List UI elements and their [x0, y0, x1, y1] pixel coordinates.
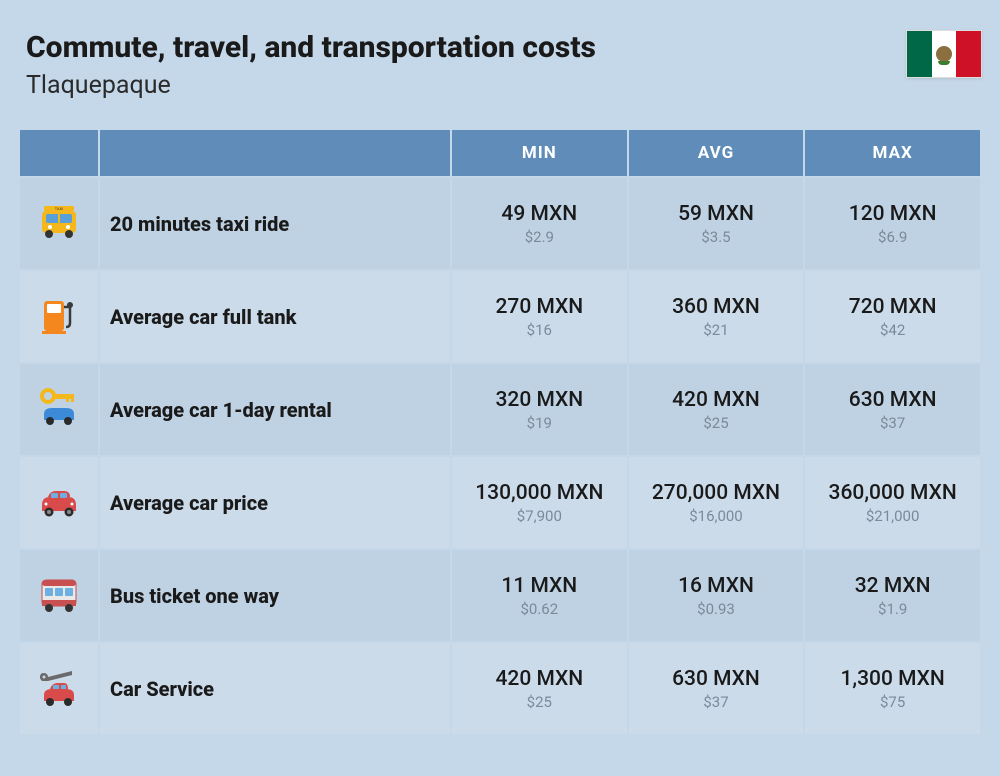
value-mxn: 270,000 MXN: [629, 481, 804, 505]
header-avg: AVG: [629, 130, 804, 176]
value-mxn: 360 MXN: [629, 295, 804, 319]
value-usd: $75: [805, 693, 980, 711]
car-icon: [20, 457, 98, 548]
value-mxn: 360,000 MXN: [805, 481, 980, 505]
cell-max: 32 MXN $1.9: [805, 550, 980, 641]
wrench-car-icon: [20, 643, 98, 734]
table-header-row: MIN AVG MAX: [20, 130, 980, 176]
value-mxn: 32 MXN: [805, 574, 980, 598]
value-usd: $16: [452, 321, 627, 339]
cell-avg: 360 MXN $21: [629, 271, 804, 362]
fuel-pump-icon: [20, 271, 98, 362]
cell-max: 120 MXN $6.9: [805, 178, 980, 269]
cell-min: 320 MXN $19: [452, 364, 627, 455]
cell-avg: 59 MXN $3.5: [629, 178, 804, 269]
value-mxn: 320 MXN: [452, 388, 627, 412]
table-row: Average car 1-day rental 320 MXN $19 420…: [20, 364, 980, 455]
cell-avg: 16 MXN $0.93: [629, 550, 804, 641]
value-usd: $37: [805, 414, 980, 432]
value-mxn: 420 MXN: [629, 388, 804, 412]
cell-avg: 270,000 MXN $16,000: [629, 457, 804, 548]
value-usd: $2.9: [452, 228, 627, 246]
value-usd: $0.62: [452, 600, 627, 618]
row-label: Average car full tank: [100, 271, 450, 362]
cell-min: 49 MXN $2.9: [452, 178, 627, 269]
value-mxn: 420 MXN: [452, 667, 627, 691]
header: Commute, travel, and transportation cost…: [18, 30, 982, 100]
table-row: Average car full tank 270 MXN $16 360 MX…: [20, 271, 980, 362]
value-usd: $37: [629, 693, 804, 711]
value-mxn: 1,300 MXN: [805, 667, 980, 691]
value-usd: $42: [805, 321, 980, 339]
value-mxn: 130,000 MXN: [452, 481, 627, 505]
cell-max: 720 MXN $42: [805, 271, 980, 362]
row-label: Car Service: [100, 643, 450, 734]
cell-min: 270 MXN $16: [452, 271, 627, 362]
value-usd: $25: [629, 414, 804, 432]
row-label: 20 minutes taxi ride: [100, 178, 450, 269]
table-row: TAXI 20 minutes taxi ride 49 MXN $2.9 59…: [20, 178, 980, 269]
value-mxn: 59 MXN: [629, 202, 804, 226]
value-usd: $21,000: [805, 507, 980, 525]
costs-table: MIN AVG MAX TAXI 20 minutes taxi ride 49…: [18, 128, 982, 736]
table-row: Bus ticket one way 11 MXN $0.62 16 MXN $…: [20, 550, 980, 641]
cell-min: 11 MXN $0.62: [452, 550, 627, 641]
value-usd: $7,900: [452, 507, 627, 525]
cell-min: 420 MXN $25: [452, 643, 627, 734]
mexico-flag-icon: [906, 30, 982, 78]
cell-avg: 420 MXN $25: [629, 364, 804, 455]
page-subtitle: Tlaquepaque: [26, 71, 596, 100]
cell-avg: 630 MXN $37: [629, 643, 804, 734]
page-container: Commute, travel, and transportation cost…: [0, 0, 1000, 736]
value-usd: $6.9: [805, 228, 980, 246]
header-icon-col: [20, 130, 98, 176]
value-usd: $0.93: [629, 600, 804, 618]
cell-max: 360,000 MXN $21,000: [805, 457, 980, 548]
value-mxn: 630 MXN: [805, 388, 980, 412]
table-row: Car Service 420 MXN $25 630 MXN $37 1,30…: [20, 643, 980, 734]
taxi-icon: TAXI: [20, 178, 98, 269]
cell-max: 1,300 MXN $75: [805, 643, 980, 734]
table-row: Average car price 130,000 MXN $7,900 270…: [20, 457, 980, 548]
value-usd: $25: [452, 693, 627, 711]
value-usd: $16,000: [629, 507, 804, 525]
row-label: Bus ticket one way: [100, 550, 450, 641]
value-mxn: 16 MXN: [629, 574, 804, 598]
value-mxn: 120 MXN: [805, 202, 980, 226]
value-mxn: 630 MXN: [629, 667, 804, 691]
value-mxn: 720 MXN: [805, 295, 980, 319]
value-usd: $3.5: [629, 228, 804, 246]
header-min: MIN: [452, 130, 627, 176]
value-usd: $1.9: [805, 600, 980, 618]
title-block: Commute, travel, and transportation cost…: [26, 30, 596, 100]
value-usd: $21: [629, 321, 804, 339]
row-label: Average car price: [100, 457, 450, 548]
value-usd: $19: [452, 414, 627, 432]
bus-icon: [20, 550, 98, 641]
value-mxn: 11 MXN: [452, 574, 627, 598]
svg-text:TAXI: TAXI: [55, 206, 63, 211]
header-label-col: [100, 130, 450, 176]
page-title: Commute, travel, and transportation cost…: [26, 30, 596, 65]
value-mxn: 49 MXN: [452, 202, 627, 226]
car-key-icon: [20, 364, 98, 455]
row-label: Average car 1-day rental: [100, 364, 450, 455]
cell-min: 130,000 MXN $7,900: [452, 457, 627, 548]
value-mxn: 270 MXN: [452, 295, 627, 319]
header-max: MAX: [805, 130, 980, 176]
cell-max: 630 MXN $37: [805, 364, 980, 455]
